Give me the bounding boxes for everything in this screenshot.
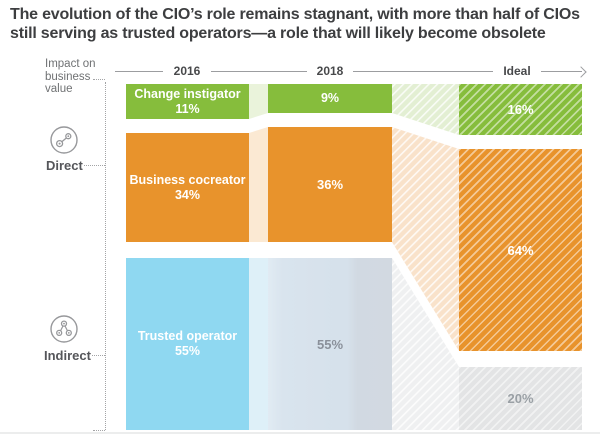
indirect-label: Indirect: [44, 348, 91, 363]
timeline-segment: [115, 71, 163, 72]
bar-value: 9%: [320, 91, 340, 105]
bar-name: Trusted operator: [137, 329, 238, 343]
bar-2016-change-instigator: Change instigator 11%: [126, 84, 249, 119]
indirect-network-icon: [49, 314, 79, 349]
bar-2018-business-cocreator: 36%: [268, 127, 392, 242]
timeline-label-2018: 2018: [316, 64, 344, 78]
bar-name: Change instigator: [134, 86, 241, 101]
timeline-segment: [541, 71, 582, 72]
flow-green-hatch: [392, 84, 459, 135]
direct-leader-dots: [84, 165, 105, 166]
bar-value: 20%: [507, 391, 534, 406]
flow-green-2016-2018: [249, 84, 268, 119]
bar-ideal-change-instigator: 16%: [459, 84, 582, 135]
chart-title: The evolution of the CIO’s role remains …: [10, 6, 580, 42]
flow-blue-2016-2018: [249, 258, 268, 430]
flow-orange-hatch: [392, 127, 459, 351]
direct-link-icon: [49, 125, 79, 160]
direct-label: Direct: [46, 158, 83, 173]
bar-value: 34%: [174, 187, 201, 202]
bar-2018-trusted-operator: 55%: [268, 258, 392, 430]
bar-value: 55%: [316, 336, 344, 352]
bottom-baseline: [0, 432, 600, 434]
bar-value: 11%: [175, 101, 200, 116]
dotted-axis-line: [105, 82, 106, 430]
bar-value: 16%: [507, 102, 534, 117]
bar-ideal-business-cocreator: 64%: [459, 149, 582, 351]
bar-value: 64%: [507, 242, 534, 258]
flow-orange-2016-2018: [249, 127, 268, 242]
timeline-label-2016: 2016: [173, 64, 201, 78]
axis-tick-bottom: [93, 430, 105, 431]
y-axis-label: Impact on business value: [45, 58, 96, 95]
bar-value: 36%: [316, 177, 344, 192]
bar-2016-business-cocreator: Business cocreator 34%: [126, 133, 249, 242]
timeline-label-ideal: Ideal: [503, 64, 531, 78]
bar-name: Business cocreator: [129, 172, 246, 187]
timeline-segment: [353, 71, 493, 72]
indirect-leader-dots: [92, 355, 105, 356]
bar-ideal-trusted-operator: 20%: [459, 367, 582, 430]
bar-2018-change-instigator: 9%: [268, 84, 392, 113]
bar-2016-trusted-operator: Trusted operator 55%: [126, 258, 249, 430]
flow-gray-hatch: [392, 258, 459, 430]
timeline-segment: [211, 71, 307, 72]
bar-value: 55%: [174, 344, 201, 358]
axis-tick-top: [93, 79, 105, 80]
